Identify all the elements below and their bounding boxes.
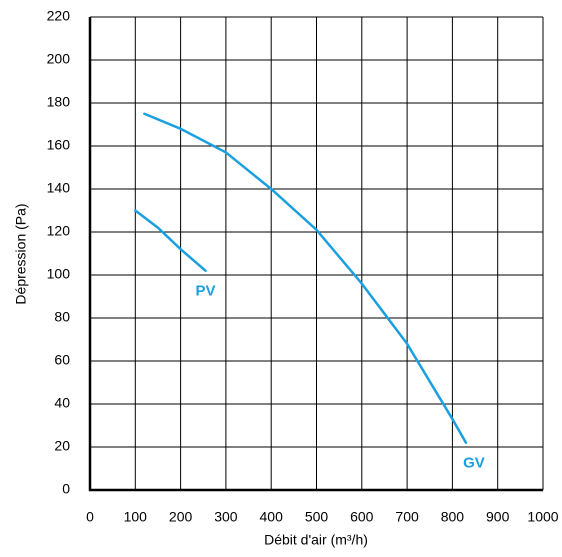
x-tick-label: 1000 xyxy=(527,509,558,525)
series-label: GV xyxy=(463,455,485,472)
series-label: PV xyxy=(196,283,216,300)
y-tick-label: 100 xyxy=(47,266,71,282)
y-tick-label: 180 xyxy=(47,94,71,110)
x-tick-label: 100 xyxy=(124,509,148,525)
y-tick-label: 80 xyxy=(54,309,70,325)
y-tick-label: 140 xyxy=(47,180,71,196)
y-tick-label: 40 xyxy=(54,395,70,411)
x-axis-label: Débit d'air (m³/h) xyxy=(264,532,368,548)
x-tick-label: 300 xyxy=(214,509,238,525)
x-tick-label: 600 xyxy=(350,509,374,525)
y-tick-label: 220 xyxy=(47,8,71,24)
x-tick-label: 900 xyxy=(486,509,510,525)
x-tick-label: 500 xyxy=(305,509,329,525)
y-tick-label: 0 xyxy=(62,481,70,497)
x-tick-label: 800 xyxy=(441,509,465,525)
x-tick-label: 200 xyxy=(169,509,193,525)
y-tick-label: 20 xyxy=(54,438,70,454)
y-axis-label: Dépression (Pa) xyxy=(13,203,29,304)
line xyxy=(143,112,468,444)
x-tick-label: 0 xyxy=(86,509,94,525)
y-tick-label: 160 xyxy=(47,137,71,153)
y-tick-label: 200 xyxy=(47,51,71,67)
line xyxy=(134,209,207,272)
y-tick-label: 60 xyxy=(54,352,70,368)
x-tick-label: 700 xyxy=(395,509,419,525)
y-tick-label: 120 xyxy=(47,223,71,239)
x-tick-label: 400 xyxy=(260,509,284,525)
